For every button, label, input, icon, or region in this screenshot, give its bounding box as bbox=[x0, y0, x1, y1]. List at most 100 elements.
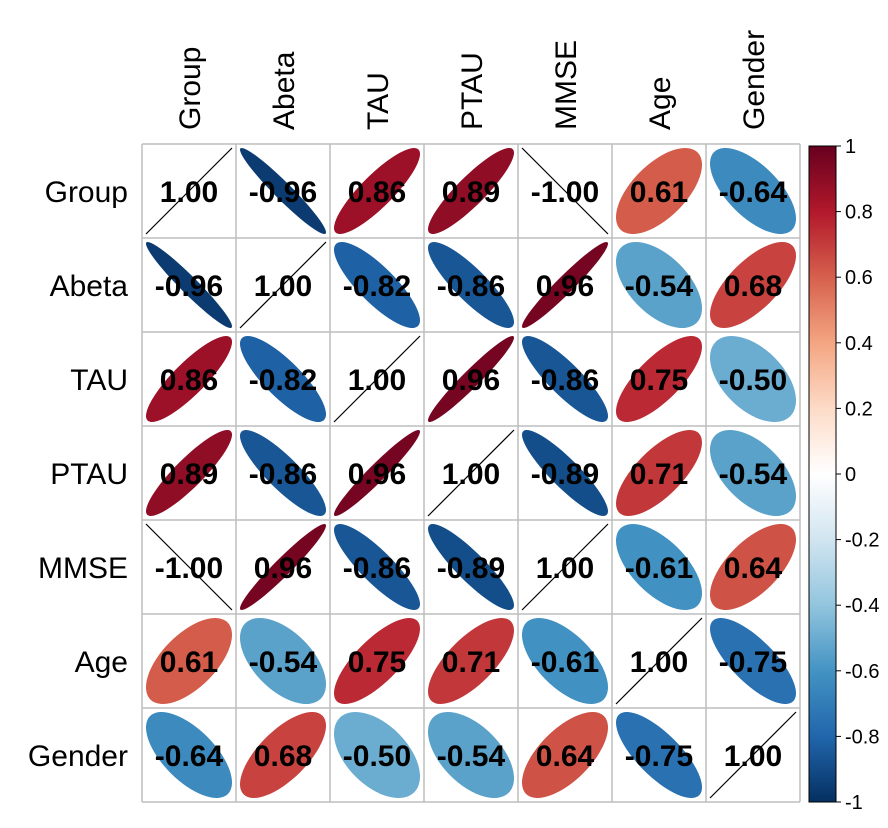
row-label-group: Group bbox=[45, 176, 128, 209]
corr-value-abeta-age: -0.54 bbox=[625, 270, 694, 303]
corr-value-mmse-mmse: 1.00 bbox=[536, 552, 594, 585]
corr-value-mmse-group: -1.00 bbox=[155, 552, 223, 585]
corr-value-mmse-tau: -0.86 bbox=[343, 552, 411, 585]
corr-mark-gender-group bbox=[145, 712, 232, 799]
corr-value-abeta-mmse: 0.96 bbox=[536, 270, 594, 303]
corr-mark-group-abeta bbox=[240, 147, 327, 234]
corr-mark-tau-abeta bbox=[240, 336, 326, 423]
corr-value-ptau-gender: -0.54 bbox=[719, 458, 788, 491]
corr-value-abeta-gender: 0.68 bbox=[724, 270, 782, 303]
corr-mark-ptau-age bbox=[615, 429, 702, 516]
corr-value-group-mmse: -1.00 bbox=[531, 176, 599, 209]
corr-value-ptau-ptau: 1.00 bbox=[442, 458, 500, 491]
col-label-gender: Gender bbox=[738, 30, 771, 130]
corr-mark-ptau-ptau bbox=[427, 429, 515, 517]
corr-mark-abeta-tau bbox=[334, 242, 420, 329]
corr-value-tau-group: 0.86 bbox=[160, 364, 218, 397]
corr-mark-age-mmse bbox=[522, 617, 609, 704]
corr-mark-age-group bbox=[145, 617, 232, 704]
corr-mark-tau-gender bbox=[710, 336, 797, 423]
corr-value-mmse-abeta: 0.96 bbox=[254, 552, 312, 585]
row-label-age: Age bbox=[75, 646, 128, 679]
corr-mark-abeta-gender bbox=[710, 242, 797, 329]
corr-value-age-age: 1.00 bbox=[630, 646, 688, 679]
corr-value-ptau-age: 0.71 bbox=[630, 458, 688, 491]
corr-value-age-gender: -0.75 bbox=[719, 646, 787, 679]
corr-value-tau-tau: 1.00 bbox=[348, 364, 406, 397]
corr-value-gender-mmse: 0.64 bbox=[536, 740, 595, 773]
row-label-tau: TAU bbox=[70, 364, 128, 397]
corr-mark-group-age bbox=[615, 148, 702, 235]
corr-mark-abeta-group bbox=[146, 241, 233, 328]
corr-mark-tau-age bbox=[615, 336, 702, 423]
corr-mark-abeta-age bbox=[616, 242, 703, 329]
corr-mark-abeta-abeta bbox=[239, 241, 327, 329]
corr-value-age-mmse: -0.61 bbox=[531, 646, 599, 679]
corr-value-age-abeta: -0.54 bbox=[249, 646, 318, 679]
colorbar-tick-label: 0.6 bbox=[845, 267, 873, 289]
corr-value-group-abeta: -0.96 bbox=[249, 176, 317, 209]
corr-mark-gender-age bbox=[615, 711, 702, 798]
corr-value-gender-ptau: -0.54 bbox=[437, 740, 506, 773]
corr-mark-abeta-mmse bbox=[521, 242, 608, 329]
corr-mark-ptau-gender bbox=[710, 430, 797, 517]
corr-value-ptau-mmse: -0.89 bbox=[531, 458, 599, 491]
corr-mark-age-abeta bbox=[239, 618, 326, 705]
corr-mark-ptau-mmse bbox=[521, 430, 608, 517]
corr-value-group-ptau: 0.89 bbox=[442, 176, 500, 209]
corr-mark-ptau-abeta bbox=[239, 430, 326, 517]
corr-value-tau-abeta: -0.82 bbox=[249, 364, 317, 397]
colorbar-tick-label: 0.2 bbox=[845, 398, 873, 420]
corr-value-age-group: 0.61 bbox=[160, 646, 218, 679]
corr-value-gender-abeta: 0.68 bbox=[254, 740, 312, 773]
corr-value-abeta-tau: -0.82 bbox=[343, 270, 411, 303]
corr-value-gender-gender: 1.00 bbox=[724, 740, 782, 773]
corr-value-tau-mmse: -0.86 bbox=[531, 364, 599, 397]
colorbar-tick-label: -0.4 bbox=[845, 595, 879, 617]
corr-value-gender-group: -0.64 bbox=[155, 740, 224, 773]
corr-mark-group-group bbox=[145, 147, 233, 235]
corr-value-age-ptau: 0.71 bbox=[442, 646, 500, 679]
corr-mark-mmse-mmse bbox=[521, 523, 609, 611]
corr-value-group-age: 0.61 bbox=[630, 176, 688, 209]
corr-mark-mmse-abeta bbox=[240, 524, 327, 611]
corr-mark-mmse-ptau bbox=[427, 524, 514, 611]
corr-mark-gender-mmse bbox=[522, 712, 609, 799]
corr-value-mmse-gender: 0.64 bbox=[724, 552, 783, 585]
corr-mark-group-gender bbox=[709, 147, 796, 234]
row-label-abeta: Abeta bbox=[50, 270, 129, 303]
row-label-ptau: PTAU bbox=[50, 458, 128, 491]
corr-value-mmse-age: -0.61 bbox=[625, 552, 693, 585]
row-label-gender: Gender bbox=[28, 740, 128, 773]
corr-value-tau-age: 0.75 bbox=[630, 364, 688, 397]
corr-value-tau-gender: -0.50 bbox=[719, 364, 787, 397]
corr-mark-tau-mmse bbox=[522, 336, 608, 423]
colorbar-tick-label: -0.2 bbox=[845, 530, 879, 552]
corr-mark-mmse-tau bbox=[334, 524, 420, 611]
colorbar-tick-label: -0.8 bbox=[845, 726, 879, 748]
corr-value-age-tau: 0.75 bbox=[348, 646, 406, 679]
col-label-mmse: MMSE bbox=[550, 40, 583, 130]
col-label-age: Age bbox=[644, 77, 677, 130]
col-label-group: Group bbox=[174, 47, 207, 130]
row-label-mmse: MMSE bbox=[38, 552, 128, 585]
corr-mark-gender-abeta bbox=[240, 712, 327, 799]
corr-value-gender-age: -0.75 bbox=[625, 740, 693, 773]
corr-mark-mmse-age bbox=[615, 523, 702, 610]
corr-mark-age-age bbox=[615, 617, 703, 705]
colorbar-tick-label: -1 bbox=[845, 792, 863, 814]
corr-mark-age-gender bbox=[709, 617, 796, 704]
col-label-abeta: Abeta bbox=[268, 51, 301, 130]
corr-mark-ptau-tau bbox=[333, 430, 420, 517]
corr-mark-group-tau bbox=[334, 147, 421, 234]
corr-mark-gender-gender bbox=[709, 711, 797, 799]
corr-mark-ptau-group bbox=[146, 430, 233, 517]
corr-value-ptau-abeta: -0.86 bbox=[249, 458, 317, 491]
corr-value-abeta-group: -0.96 bbox=[155, 270, 223, 303]
corr-value-group-tau: 0.86 bbox=[348, 176, 406, 209]
colorbar-tick-label: 0.8 bbox=[845, 202, 873, 224]
corr-mark-age-ptau bbox=[428, 618, 515, 705]
corr-mark-group-ptau bbox=[427, 148, 514, 235]
corr-value-ptau-group: 0.89 bbox=[160, 458, 218, 491]
